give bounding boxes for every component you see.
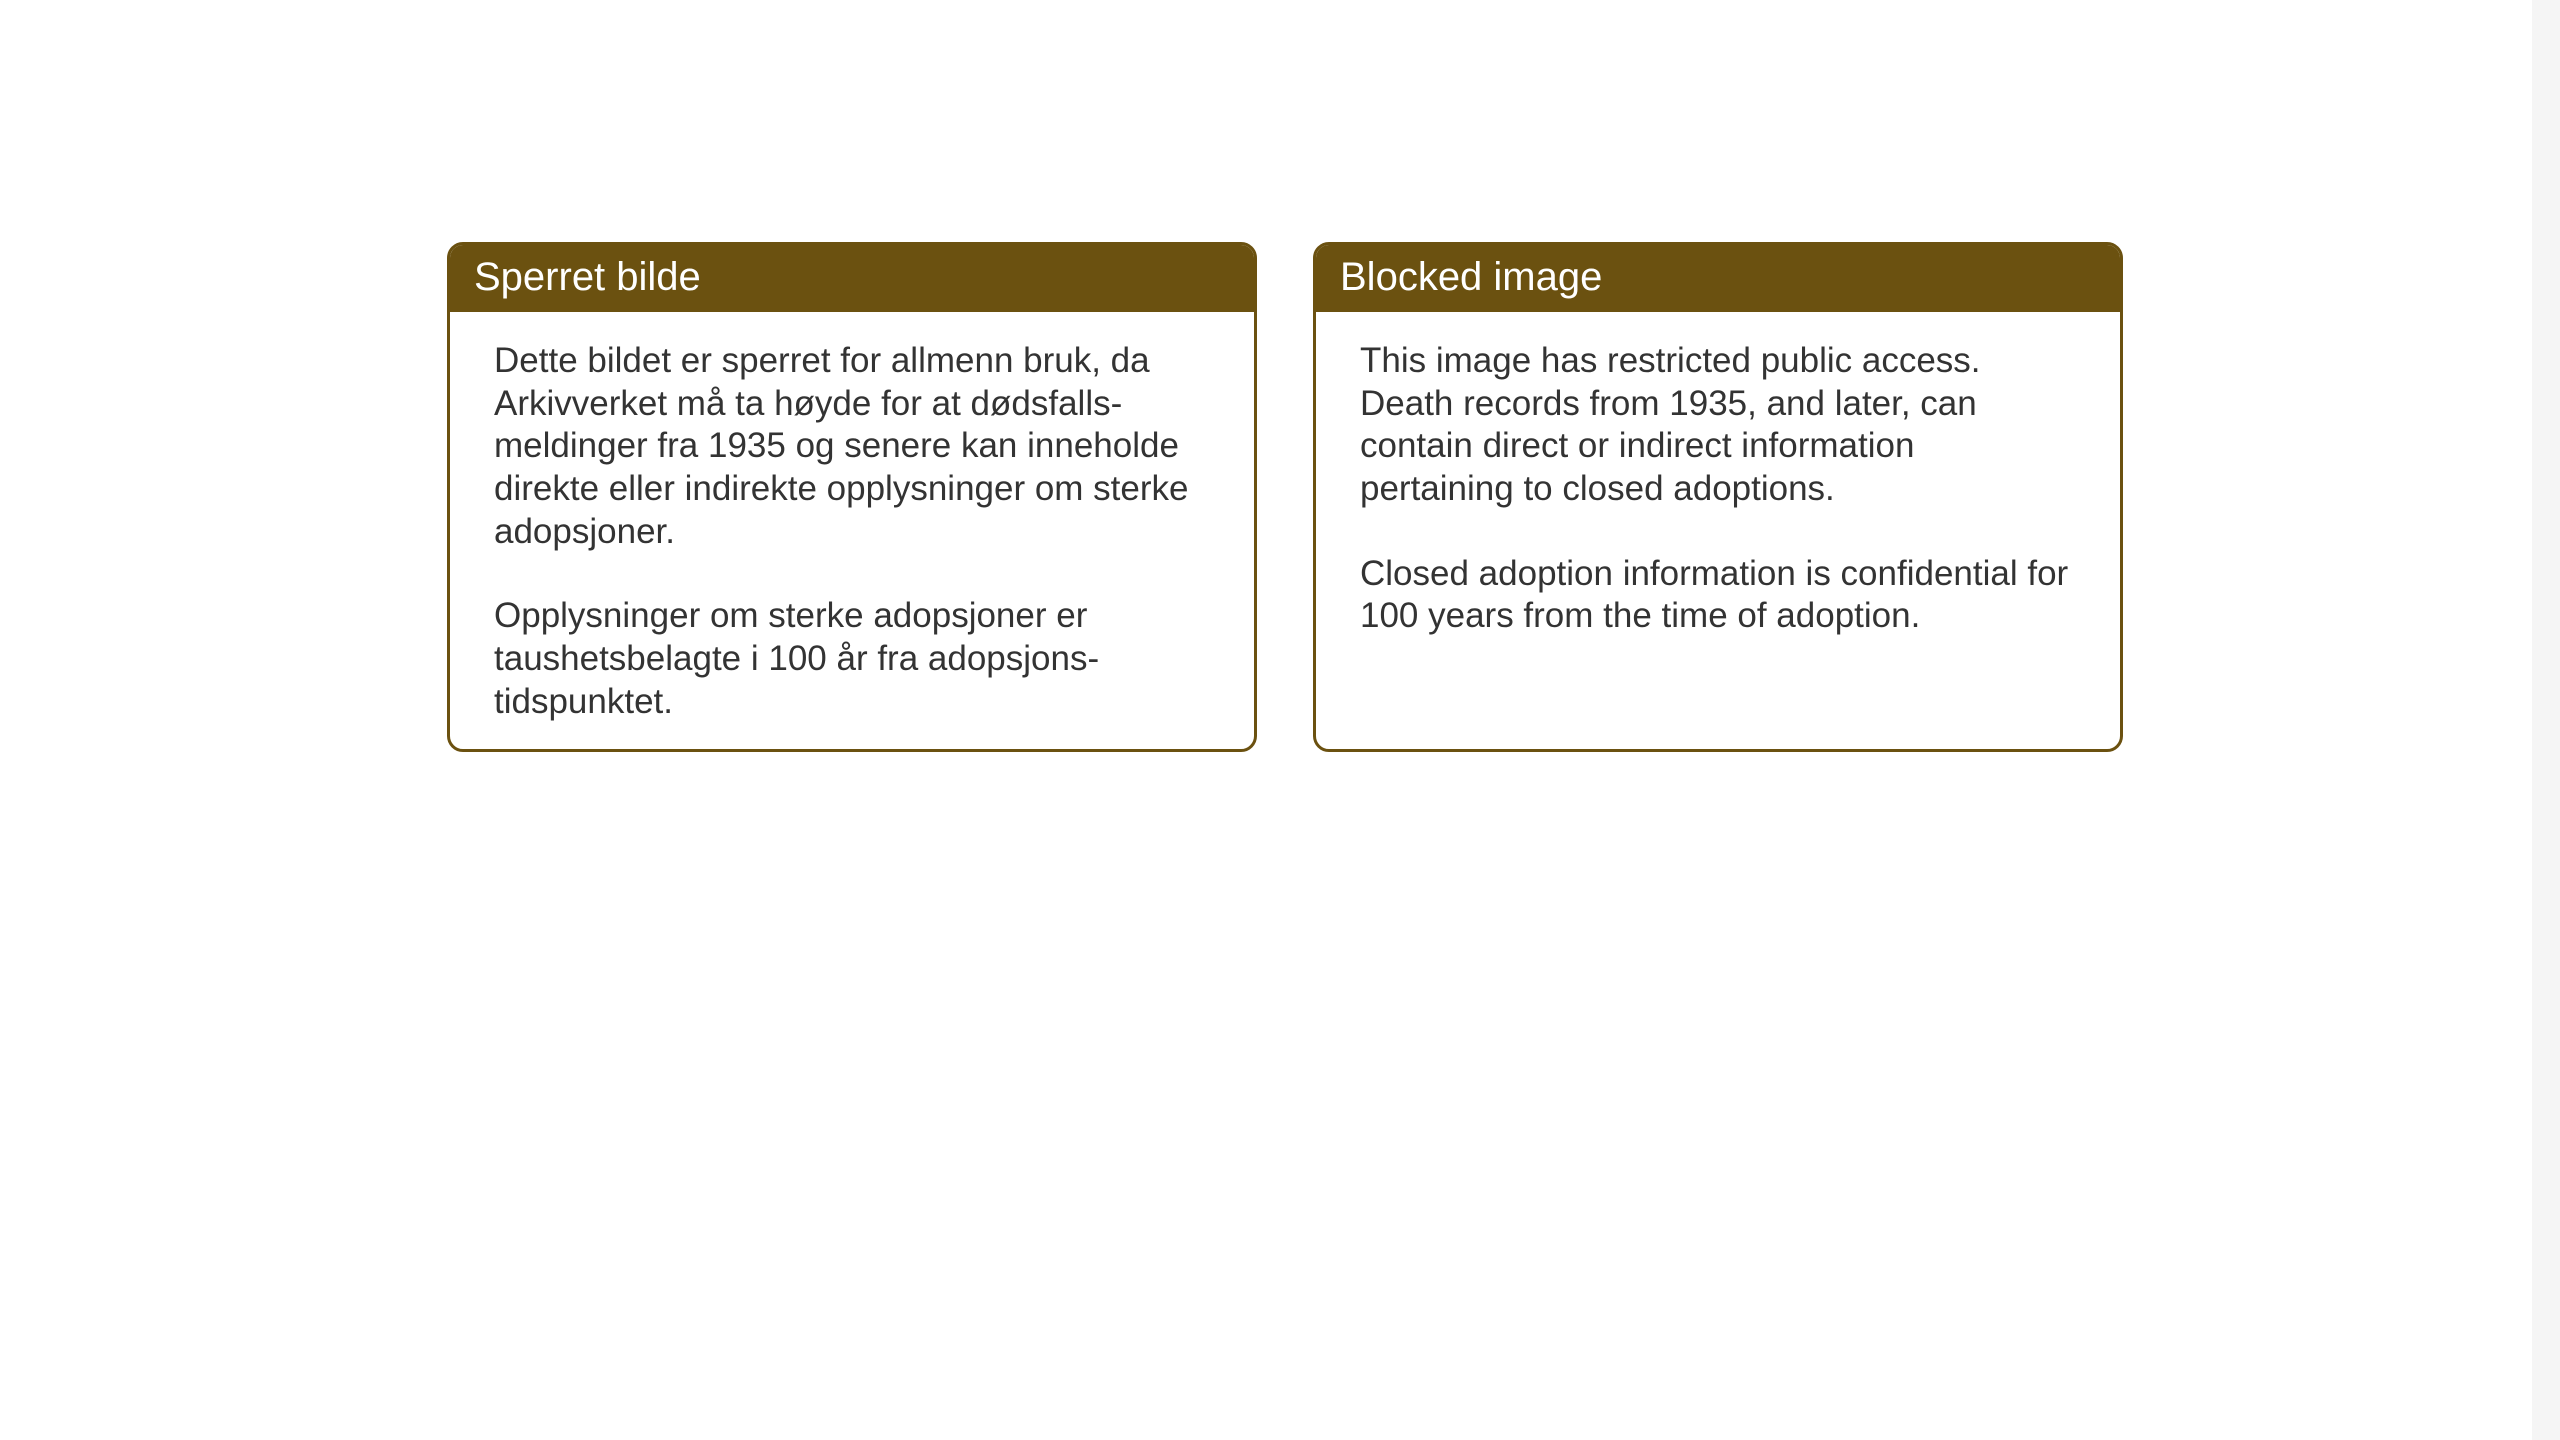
scrollbar-track[interactable] xyxy=(2532,0,2560,1440)
norwegian-info-card: Sperret bilde Dette bildet er sperret fo… xyxy=(447,242,1257,752)
norwegian-card-body: Dette bildet er sperret for allmenn bruk… xyxy=(450,312,1254,752)
english-card-title: Blocked image xyxy=(1316,245,2120,312)
english-paragraph-1: This image has restricted public access.… xyxy=(1360,340,2076,511)
norwegian-card-title: Sperret bilde xyxy=(450,245,1254,312)
english-card-body: This image has restricted public access.… xyxy=(1316,312,2120,678)
info-cards-container: Sperret bilde Dette bildet er sperret fo… xyxy=(447,242,2123,752)
english-info-card: Blocked image This image has restricted … xyxy=(1313,242,2123,752)
norwegian-paragraph-2: Opplysninger om sterke adopsjoner er tau… xyxy=(494,595,1210,723)
norwegian-paragraph-1: Dette bildet er sperret for allmenn bruk… xyxy=(494,340,1210,553)
english-paragraph-2: Closed adoption information is confident… xyxy=(1360,553,2076,638)
